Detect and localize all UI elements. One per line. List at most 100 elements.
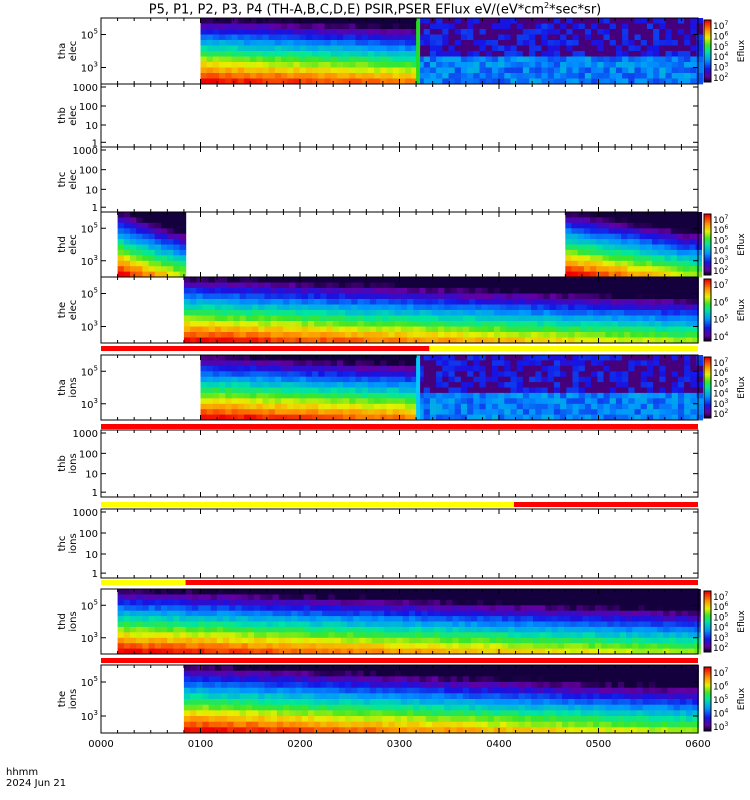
spectro-cell <box>440 643 447 649</box>
spectro-cell <box>676 249 684 256</box>
spectro-cell <box>347 637 354 644</box>
spectro-cell <box>161 605 168 612</box>
spectro-cell <box>233 665 241 672</box>
spectro-cell <box>605 299 613 305</box>
spectro-cell <box>301 727 309 734</box>
spectro-cell <box>491 51 499 57</box>
spectro-cell <box>382 716 389 723</box>
spectro-cell <box>450 326 458 333</box>
spectro-cell <box>638 610 645 617</box>
spectro-cell <box>324 409 332 415</box>
spectro-cell <box>196 293 203 300</box>
spectro-cell <box>305 387 313 394</box>
spectro-cell <box>491 403 499 410</box>
spectro-cell <box>535 392 542 399</box>
spectro-cell <box>557 616 565 622</box>
spectro-cell <box>214 676 222 683</box>
spectro-cell <box>227 704 234 711</box>
spectro-cell <box>609 376 617 383</box>
spectro-cell <box>566 403 573 410</box>
spectro-cell <box>597 398 604 405</box>
spectro-cell <box>690 51 697 57</box>
spectro-cell <box>376 321 383 327</box>
spectro-cell <box>148 228 156 235</box>
spectro-cell <box>498 371 505 378</box>
spectro-cell <box>524 326 532 333</box>
spectro-cell <box>221 693 228 700</box>
spectro-cell <box>179 233 187 240</box>
spectro-cell <box>245 710 253 717</box>
spectro-cell <box>577 222 585 229</box>
spectro-cell <box>646 376 654 383</box>
spectro-cell <box>640 73 648 79</box>
spectro-cell <box>526 648 534 655</box>
spectro-cell <box>214 670 222 677</box>
spectro-cell <box>212 29 220 35</box>
spectro-cell <box>512 326 520 333</box>
spectro-cell <box>584 365 592 372</box>
spectro-cell <box>599 310 606 316</box>
spectro-cell <box>564 589 571 595</box>
spectro-cell <box>307 315 315 322</box>
spectro-cell <box>454 29 462 35</box>
spectro-cell <box>475 337 482 344</box>
spectro-cell <box>555 277 563 283</box>
spectro-cell <box>130 271 137 278</box>
spectro-cell <box>599 315 606 322</box>
spectro-cell <box>252 710 259 717</box>
spectro-cell <box>345 288 352 294</box>
spectro-cell <box>394 676 402 683</box>
spectro-cell <box>640 382 648 388</box>
spectro-cell <box>429 409 437 415</box>
spectro-cell <box>531 321 538 327</box>
spectro-cell <box>183 288 191 294</box>
spectro-cell <box>407 721 414 728</box>
spectro-cell <box>564 605 571 612</box>
spectro-cell <box>456 332 464 338</box>
spectro-cell <box>334 643 342 649</box>
spectro-cell <box>239 332 247 338</box>
spectro-cell <box>388 721 396 728</box>
spectro-cell <box>634 18 642 24</box>
spectro-cell <box>295 282 303 289</box>
spectro-cell <box>607 648 614 655</box>
spectro-cell <box>565 260 572 267</box>
spectro-cell <box>274 376 282 383</box>
spectro-cell <box>243 45 251 52</box>
spectro-cell <box>669 616 676 622</box>
spectro-cell <box>467 414 474 421</box>
spectro-cell <box>245 326 253 333</box>
spectro-cell <box>508 637 515 644</box>
spectro-cell <box>411 392 418 399</box>
spectro-cell <box>281 355 288 361</box>
spectro-cell <box>533 648 540 655</box>
spectro-cell <box>320 693 327 700</box>
spectro-cell <box>312 40 319 46</box>
spectro-cell <box>376 315 383 322</box>
spectro-cell <box>332 704 340 711</box>
spectro-cell <box>254 626 261 633</box>
spectro-cell <box>535 387 542 394</box>
spectro-cell <box>460 40 468 46</box>
spectro-cell <box>142 648 149 655</box>
spectro-cell <box>200 23 208 30</box>
spectro-cell <box>183 315 191 322</box>
spectro-cell <box>258 704 265 711</box>
spectro-cell <box>436 78 443 85</box>
spectro-cell <box>237 62 245 68</box>
spectro-cell <box>613 594 621 601</box>
spectro-cell <box>142 594 149 601</box>
spectro-cell <box>173 212 180 218</box>
spectro-cell <box>460 62 468 68</box>
spectro-cell <box>605 321 613 327</box>
spectro-cell <box>611 288 619 294</box>
spectro-cell <box>619 605 627 612</box>
spectro-cell <box>547 371 555 378</box>
spectro-cell <box>142 589 149 595</box>
spectro-cell <box>679 293 687 300</box>
spectro-cell <box>450 716 458 723</box>
spectro-cell <box>136 637 143 644</box>
spectro-cell <box>301 670 309 677</box>
spectro-cell <box>442 78 449 85</box>
spectro-cell <box>227 299 234 305</box>
